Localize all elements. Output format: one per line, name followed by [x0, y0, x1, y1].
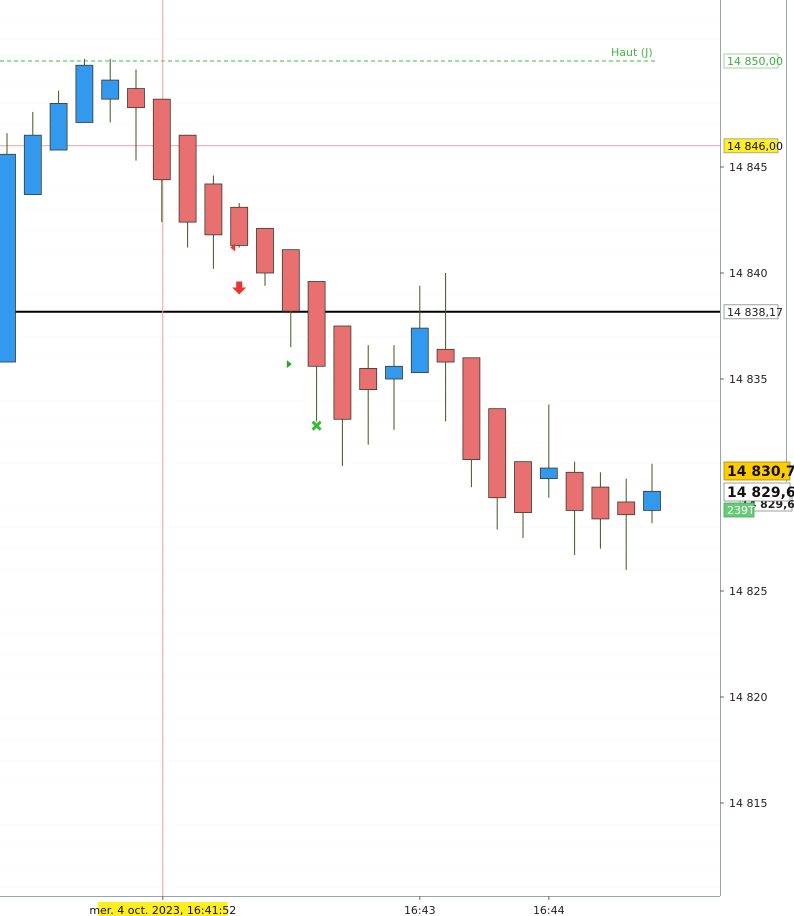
last-price-yellow-badge-text: 14 830,75	[727, 464, 794, 480]
candle-down[interactable]	[152, 98, 171, 181]
candle-up[interactable]	[49, 103, 68, 151]
last-price-yellow-badge: 14 830,75	[723, 461, 794, 481]
candle-down[interactable]	[204, 183, 223, 236]
haut-j-badge: 14 850,00	[723, 53, 783, 69]
candle-up[interactable]	[101, 79, 120, 100]
y-tick-label: 14 820	[729, 691, 768, 704]
level-lines: Haut (J)	[0, 0, 720, 896]
x-tick-label: 16:44	[533, 904, 565, 916]
candle-up[interactable]	[0, 153, 16, 363]
y-tick-label: 14 835	[729, 373, 768, 386]
crosshair-price-badge-text: 14 846,00	[727, 140, 783, 153]
black-level-badge: 14 838,17	[723, 304, 783, 320]
candle-down[interactable]	[462, 357, 481, 460]
black-level-badge-text: 14 838,17	[727, 306, 783, 319]
candle-down[interactable]	[436, 348, 455, 363]
x-tick-label: 16:43	[404, 904, 436, 916]
candle-down[interactable]	[565, 471, 584, 511]
crosshair-time-badge: mer. 4 oct. 2023, 16:41:52	[89, 902, 236, 916]
candle-up[interactable]	[643, 490, 661, 511]
grid-layer	[0, 18, 720, 889]
left-triangle-icon	[230, 243, 236, 252]
current-price-badge-text: 14 829,69	[727, 485, 794, 501]
candle-down[interactable]	[333, 325, 352, 420]
candle-down[interactable]	[591, 486, 610, 520]
candle-up[interactable]	[410, 327, 429, 374]
y-tick-label: 14 845	[729, 161, 768, 174]
y-tick-label: 14 815	[729, 797, 768, 810]
y-tick-label: 14 825	[729, 585, 768, 598]
time-axis: mer. 4 oct. 2023, 16:41:52 16:43 16:44	[89, 896, 565, 916]
candles	[0, 58, 661, 570]
candle-up[interactable]	[539, 467, 558, 480]
x-cross-icon	[311, 420, 322, 431]
candle-down[interactable]	[256, 228, 274, 274]
tick-count-badge-text: 239T	[727, 504, 755, 517]
haut-j-badge-text: 14 850,00	[727, 55, 783, 68]
y-tick-label: 14 840	[729, 267, 768, 280]
crosshair-time-text: mer. 4 oct. 2023, 16:41:52	[89, 904, 236, 916]
candle-down[interactable]	[359, 367, 378, 390]
candle-down[interactable]	[488, 408, 507, 499]
candle-down[interactable]	[281, 249, 300, 312]
right-triangle-icon	[286, 360, 292, 369]
crosshair-price-badge: 14 846,00	[723, 138, 783, 154]
candle-down[interactable]	[127, 88, 145, 109]
current-price-badge: 14 829,69	[723, 482, 794, 502]
tick-count-badge: 239T	[723, 502, 755, 518]
price-axis: 14 845 14 840 14 835 14 825 14 820 14 815 14 8…	[0, 0, 794, 897]
candle-up[interactable]	[75, 64, 94, 123]
sell-arrow-icon	[232, 281, 247, 295]
candle-up[interactable]	[23, 134, 42, 195]
candle-up[interactable]	[385, 365, 403, 380]
candle-down[interactable]	[514, 461, 532, 513]
signal-markers	[230, 243, 322, 431]
candle-down[interactable]	[230, 206, 249, 246]
candle-down[interactable]	[617, 501, 636, 516]
candle-down[interactable]	[307, 281, 326, 367]
candle-down[interactable]	[178, 134, 197, 223]
haut-j-label: Haut (J)	[611, 46, 653, 59]
